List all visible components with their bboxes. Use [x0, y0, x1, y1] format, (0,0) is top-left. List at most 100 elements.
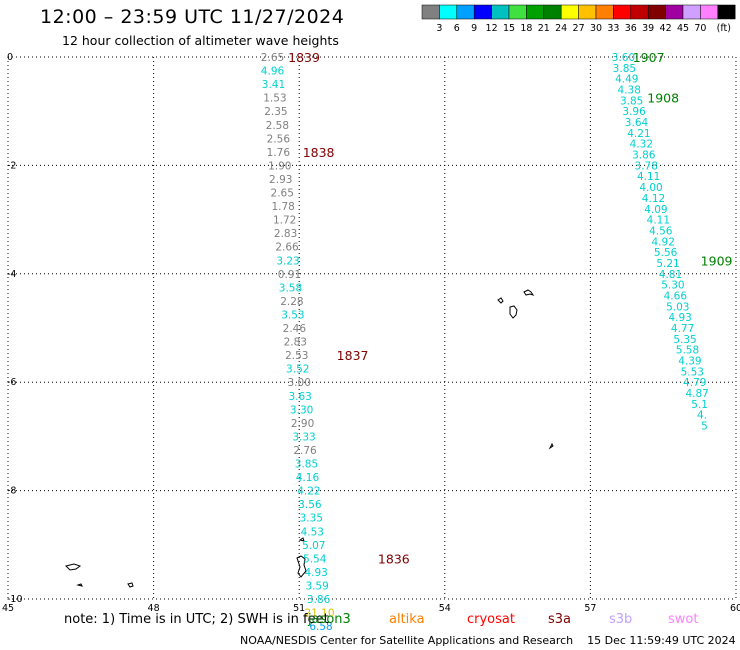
legend-swatch	[491, 4, 510, 20]
wave-height-label: 4.49	[615, 74, 638, 86]
island-shape	[296, 555, 307, 578]
wave-height-label: 3.86	[307, 594, 331, 606]
legend-swatch	[700, 4, 719, 20]
wave-height-label: 2.93	[269, 174, 292, 186]
wave-height-label: 2.35	[264, 106, 287, 118]
wave-height-label: 2.53	[285, 350, 308, 362]
legend-tick-label: 15	[503, 23, 515, 34]
wave-height-label: 3.78	[635, 160, 658, 172]
y-tick-label: -8	[7, 486, 16, 497]
legend-swatch	[508, 4, 527, 20]
chart-subtitle: 12 hour collection of altimeter wave hei…	[62, 33, 339, 48]
wave-height-label: 2.76	[293, 445, 317, 457]
legend-swatch	[595, 4, 614, 20]
wave-height-label: 4.21	[627, 128, 650, 140]
wave-height-label: 5	[701, 421, 708, 433]
legend-swatch	[439, 4, 458, 20]
satellite-altika: altika	[389, 612, 425, 627]
legend-tick-label: 45	[677, 23, 689, 34]
wave-height-label: 5.56	[654, 247, 678, 259]
wave-height-label: 5.03	[666, 301, 689, 313]
pass-time-label: 1837	[337, 348, 369, 363]
wave-height-label: 4.32	[630, 139, 653, 151]
island-shape	[76, 583, 83, 587]
wave-height-label: 5.58	[676, 345, 699, 357]
chart-title: 12:00 – 23:59 UTC 11/27/2024	[40, 6, 345, 28]
satellite-s3b: s3b	[609, 612, 633, 627]
x-tick-label: 51	[293, 603, 305, 614]
island-shape	[497, 297, 504, 304]
wave-height-label: 1.90	[268, 160, 291, 172]
legend-tick-label: 6	[454, 23, 460, 34]
wave-height-label: 4.66	[664, 290, 688, 302]
legend-tick-label: 36	[625, 23, 637, 34]
credit-text: NOAA/NESDIS Center for Satellite Applica…	[240, 634, 574, 647]
wave-height-label: 4.11	[637, 171, 660, 183]
pass-time-label: 1836	[378, 551, 410, 566]
y-tick-label: -6	[7, 377, 16, 388]
axis-ticks: 45 48 51 54 57 60 0 -2 -4 -6 -8 -10	[2, 52, 740, 614]
y-tick-label: -4	[7, 269, 16, 280]
island-shape	[509, 305, 518, 319]
legend-swatch	[682, 4, 701, 20]
wave-height-label: 4.77	[671, 323, 694, 335]
wave-height-label: 3.30	[290, 404, 313, 416]
x-tick-label: 60	[730, 603, 740, 614]
wave-height-label: 4.16	[296, 472, 320, 484]
island-shape	[298, 537, 305, 542]
x-tick-label: 48	[148, 603, 160, 614]
satellite-swot: swot	[668, 612, 699, 627]
x-tick-label: 45	[2, 603, 14, 614]
land-outlines	[65, 289, 554, 588]
wave-height-label: 6.58	[309, 621, 332, 633]
y-tick-label: -10	[7, 594, 23, 605]
satellite-jason3: jason3	[308, 612, 351, 627]
wave-height-label: 4.53	[301, 526, 324, 538]
legend-tick-label: 18	[520, 23, 532, 34]
wave-height-label: 3.60	[612, 52, 635, 64]
legend-tick-label: 27	[573, 23, 585, 34]
wave-height-label: 4.22	[297, 486, 320, 498]
satellite-s3a: s3a	[548, 612, 572, 627]
wave-height-label: 4.56	[649, 225, 673, 237]
wave-height-label: 3.53	[281, 309, 304, 321]
wave-height-label: 2.90	[291, 418, 314, 430]
wave-height-label: 1.72	[273, 215, 296, 227]
pass-time-label: 1838	[303, 145, 335, 160]
wave-height-label: 3.56	[298, 499, 322, 511]
pass-time-label: 1839	[288, 50, 320, 65]
legend-tick-label: 3	[436, 23, 442, 34]
legend-swatch	[526, 4, 545, 20]
wave-height-label: 5.21	[656, 258, 679, 270]
wave-height-label: 2.58	[266, 120, 289, 132]
wave-height-label: 5.54	[303, 553, 327, 565]
wave-height-label: 5.07	[302, 540, 325, 552]
wave-height-label: 0.91	[278, 269, 301, 281]
legend-tick-label: 24	[555, 23, 567, 34]
pass-time-label: 1908	[647, 91, 679, 106]
legend-unit: (ft)	[717, 23, 731, 34]
x-tick-label: 54	[439, 603, 451, 614]
wave-height-label: 4.11	[647, 215, 670, 227]
wave-height-label: 3.00	[288, 377, 311, 389]
wave-height-label: 5.1	[691, 399, 708, 411]
wave-height-label: 3.33	[292, 431, 315, 443]
wave-height-label: 3.85	[613, 63, 636, 75]
legend-swatch	[456, 4, 475, 20]
wave-height-label: 2.65	[261, 52, 284, 64]
wave-height-label: 3.63	[288, 391, 311, 403]
wave-height-label: 3.35	[300, 513, 323, 525]
island-shape	[65, 563, 82, 571]
x-tick-label: 57	[584, 603, 596, 614]
legend-swatch	[717, 4, 736, 20]
wave-height-label: 4.81	[659, 269, 682, 281]
wave-height-label: 3.58	[279, 282, 302, 294]
wave-height-label: 1.78	[271, 201, 294, 213]
wave-height-label: 4.00	[639, 182, 662, 194]
pass-time-label: 1907	[633, 50, 665, 65]
footer-credit: NOAA/NESDIS Center for Satellite Applica…	[240, 634, 736, 647]
island-shape	[523, 289, 535, 296]
wave-height-label: 4.93	[304, 567, 327, 579]
wave-height-label: 5.53	[681, 366, 704, 378]
